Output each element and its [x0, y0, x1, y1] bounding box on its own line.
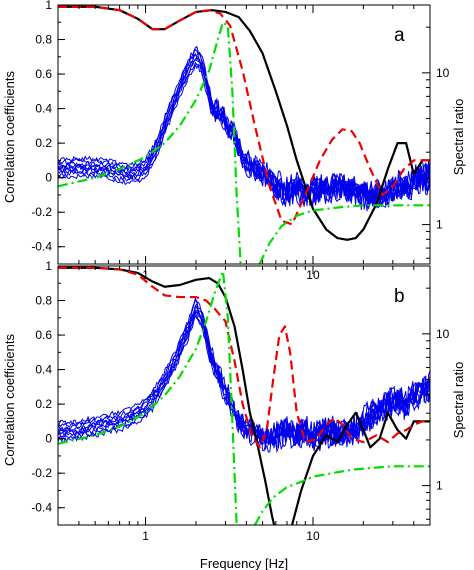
y-tick-label: 0	[45, 171, 52, 185]
y-tick-label: 0.2	[35, 397, 52, 411]
y-tick-label: -0.2	[31, 205, 52, 219]
panel-letter: a	[394, 25, 405, 46]
right-axis-title-a: Spectral ratio	[451, 99, 466, 176]
correlation-curve	[58, 45, 430, 200]
series-line-green-dashdot	[258, 204, 430, 264]
y-tick-label: -0.2	[31, 466, 52, 480]
left-axis-title-a: Correlation coefficients	[2, 71, 17, 203]
right-axis-title-b: Spectral ratio	[451, 362, 466, 439]
plot-area	[58, 5, 430, 264]
correlation-curve	[58, 48, 430, 206]
series-line-black-curve	[58, 266, 430, 525]
plot-frame	[57, 4, 431, 265]
panel-a: 1 10 -0.4 -0.2 0 0.2 0.4 0.6 0.8 1 1 10 a	[31, 0, 449, 282]
series-line-red-dashed	[58, 5, 430, 226]
series-line-black-curve	[58, 5, 430, 241]
y-tick-label: 0.4	[35, 102, 52, 116]
correlation-curve	[58, 305, 430, 446]
left-axis-title-b: Correlation coefficients	[2, 334, 17, 466]
y2-tick-label: 1	[436, 218, 443, 232]
y-tick-label: 0.4	[35, 363, 52, 377]
y-tick-label: 0.6	[35, 328, 52, 342]
correlation-curve	[58, 61, 430, 209]
series-line-green-dashdot	[58, 21, 242, 264]
x-tick-label: 1	[142, 529, 149, 543]
y2-tick-label: 10	[436, 66, 450, 80]
y-tick-label: 0.6	[35, 67, 52, 81]
y-tick-label: 0.8	[35, 33, 52, 47]
y-tick-label: -0.4	[31, 240, 52, 254]
y-tick-label: -0.4	[31, 501, 52, 515]
correlation-curve	[58, 296, 430, 445]
y2-tick-label: 10	[436, 327, 450, 341]
y-tick-label: 0	[45, 432, 52, 446]
panel-letter: b	[394, 286, 405, 307]
series-line-green-dashdot	[58, 270, 238, 525]
x-tick-label: 10	[306, 529, 320, 543]
y-tick-label: 0.8	[35, 294, 52, 308]
x-tick-label: 1	[142, 268, 149, 282]
plot-area	[58, 266, 430, 525]
y-tick-label: 1	[45, 0, 52, 12]
x-tick-label: 10	[306, 268, 320, 282]
y-tick-label: 0.2	[35, 136, 52, 150]
y2-tick-label: 1	[436, 479, 443, 493]
series-line-green-dashdot	[253, 465, 430, 525]
plot-frame	[57, 265, 431, 526]
x-axis-title: Frequency [Hz]	[200, 556, 288, 570]
y-tick-label: 1	[45, 259, 52, 273]
panel-b: 1 10 -0.4 -0.2 0 0.2 0.4 0.6 0.8 1 1 10 b	[31, 259, 450, 543]
